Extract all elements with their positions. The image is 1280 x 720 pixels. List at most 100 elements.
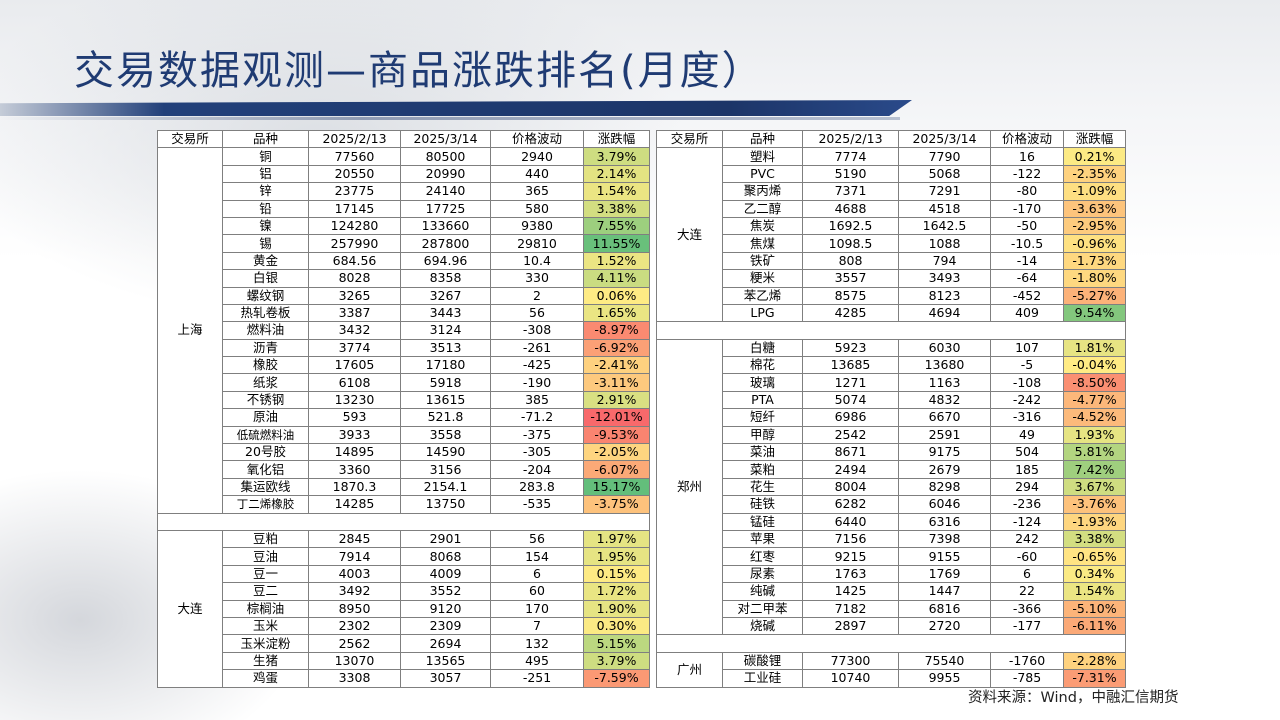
header-row: 交易所 品种 2025/2/13 2025/3/14 价格波动 涨跌幅 [656,129,1126,149]
table-row: 黄金 684.56 694.96 10.4 1.52% [158,251,650,271]
title-band-line [0,117,900,120]
header-pct-change: 涨跌幅 [583,129,650,149]
variety-cell: 粳米 [722,269,803,288]
price-change-cell: -124 [990,512,1064,531]
variety-cell: 沥青 [222,338,309,358]
price-change-cell: 10.4 [490,251,584,271]
price-start-cell: 2897 [802,616,899,636]
header-variety: 品种 [222,129,309,149]
pct-change-cell: 3.79% [583,147,650,166]
price-change-cell: 6 [490,564,584,584]
pct-change-cell: 15.17% [583,477,650,497]
price-start-cell: 1763 [802,564,899,584]
table-row: 热轧卷板 3387 3443 56 1.65% [158,303,650,323]
variety-cell: 菜油 [722,443,803,462]
price-change-cell: -305 [490,443,584,462]
price-start-cell: 4003 [308,564,401,584]
pct-change-cell: -5.27% [1063,286,1126,305]
price-end-cell: 4518 [898,199,991,218]
variety-cell: PTA [722,390,803,410]
pct-change-cell: 1.97% [583,529,650,549]
variety-cell: 烧碱 [722,616,803,636]
group-separator-row [157,512,650,531]
price-end-cell: 2309 [400,616,491,636]
price-end-cell: 4009 [400,564,491,584]
header-price-change: 价格波动 [490,129,584,149]
table-row: 螺纹钢 3265 3267 2 0.06% [158,286,650,305]
pct-change-cell: -7.59% [583,669,650,688]
price-end-cell: 2154.1 [400,477,491,497]
price-change-cell: -535 [490,495,584,514]
pct-change-cell: 3.79% [583,651,650,671]
price-start-cell: 8028 [308,269,401,288]
variety-cell: 铁矿 [722,251,803,271]
table-row: 鸡蛋 3308 3057 -251 -7.59% [158,669,650,688]
pct-change-cell: -2.28% [1063,651,1126,671]
price-start-cell: 7182 [802,599,899,618]
price-end-cell: 13750 [400,495,491,514]
price-end-cell: 75540 [898,651,991,671]
price-change-cell: 330 [490,269,584,288]
variety-cell: 锰硅 [722,512,803,531]
price-end-cell: 2591 [898,425,991,445]
price-end-cell: 14590 [400,443,491,462]
price-change-cell: 242 [990,529,1064,549]
price-start-cell: 5923 [802,338,899,358]
price-start-cell: 10740 [802,669,899,688]
variety-cell: 甲醇 [722,425,803,445]
table-row: 焦炭 1692.5 1642.5 -50 -2.95% [657,216,1126,236]
table-row: 花生 8004 8298 294 3.67% [657,477,1126,497]
variety-cell: 铝 [222,164,309,184]
pct-change-cell: 11.55% [583,234,650,253]
price-start-cell: 3387 [308,303,401,323]
price-change-cell: 9380 [490,216,584,236]
variety-cell: 塑料 [722,147,803,166]
price-end-cell: 80500 [400,147,491,166]
price-end-cell: 7790 [898,147,991,166]
pct-change-cell: 1.95% [583,547,650,566]
variety-cell: 生猪 [222,651,309,671]
variety-cell: 集运欧线 [222,477,309,497]
price-start-cell: 8671 [802,443,899,462]
price-end-cell: 13565 [400,651,491,671]
variety-cell: 玻璃 [722,373,803,392]
pct-change-cell: -8.50% [1063,373,1126,392]
pct-change-cell: 2.14% [583,164,650,184]
price-end-cell: 6816 [898,599,991,618]
price-end-cell: 6046 [898,495,991,514]
exchange-cell: 大连 [656,147,723,323]
header-exchange: 交易所 [157,129,223,149]
price-start-cell: 17145 [308,199,401,218]
price-change-cell: 154 [490,547,584,566]
price-start-cell: 1098.5 [802,234,899,253]
slide-title: 交易数据观测—商品涨跌排名(月度） [74,48,764,94]
pct-change-cell: -3.63% [1063,199,1126,218]
price-end-cell: 5068 [898,164,991,184]
variety-cell: 铅 [222,199,309,218]
pct-change-cell: 3.38% [583,199,650,218]
price-end-cell: 7398 [898,529,991,549]
table-row: 低硫燃料油 3933 3558 -375 -9.53% [158,425,650,445]
table-row: 锰硅 6440 6316 -124 -1.93% [657,512,1126,531]
table-row: 豆二 3492 3552 60 1.72% [158,582,650,601]
variety-cell: 棕榈油 [222,599,309,618]
table-row: 丁二烯橡胶 14285 13750 -535 -3.75% [158,495,650,514]
table-row: 上海铜 77560 80500 2940 3.79% [157,147,650,514]
table-row: 工业硅 10740 9955 -785 -7.31% [657,669,1126,688]
variety-cell: 花生 [722,477,803,497]
table-row: LPG 4285 4694 409 9.54% [657,303,1126,323]
pct-change-cell: 0.21% [1063,147,1126,166]
pct-change-cell: 1.72% [583,582,650,601]
pct-change-cell: -0.04% [1063,356,1126,375]
price-end-cell: 3513 [400,338,491,358]
table-row: 锡 257990 287800 29810 11.55% [158,234,650,253]
variety-cell: 硅铁 [722,495,803,514]
table-row: 粳米 3557 3493 -64 -1.80% [657,269,1126,288]
price-end-cell: 6316 [898,512,991,531]
table-row: 集运欧线 1870.3 2154.1 283.8 15.17% [158,477,650,497]
price-end-cell: 1769 [898,564,991,584]
table-row: 玉米淀粉 2562 2694 132 5.15% [158,634,650,653]
price-change-cell: 580 [490,199,584,218]
price-end-cell: 8298 [898,477,991,497]
pct-change-cell: 5.15% [583,634,650,653]
